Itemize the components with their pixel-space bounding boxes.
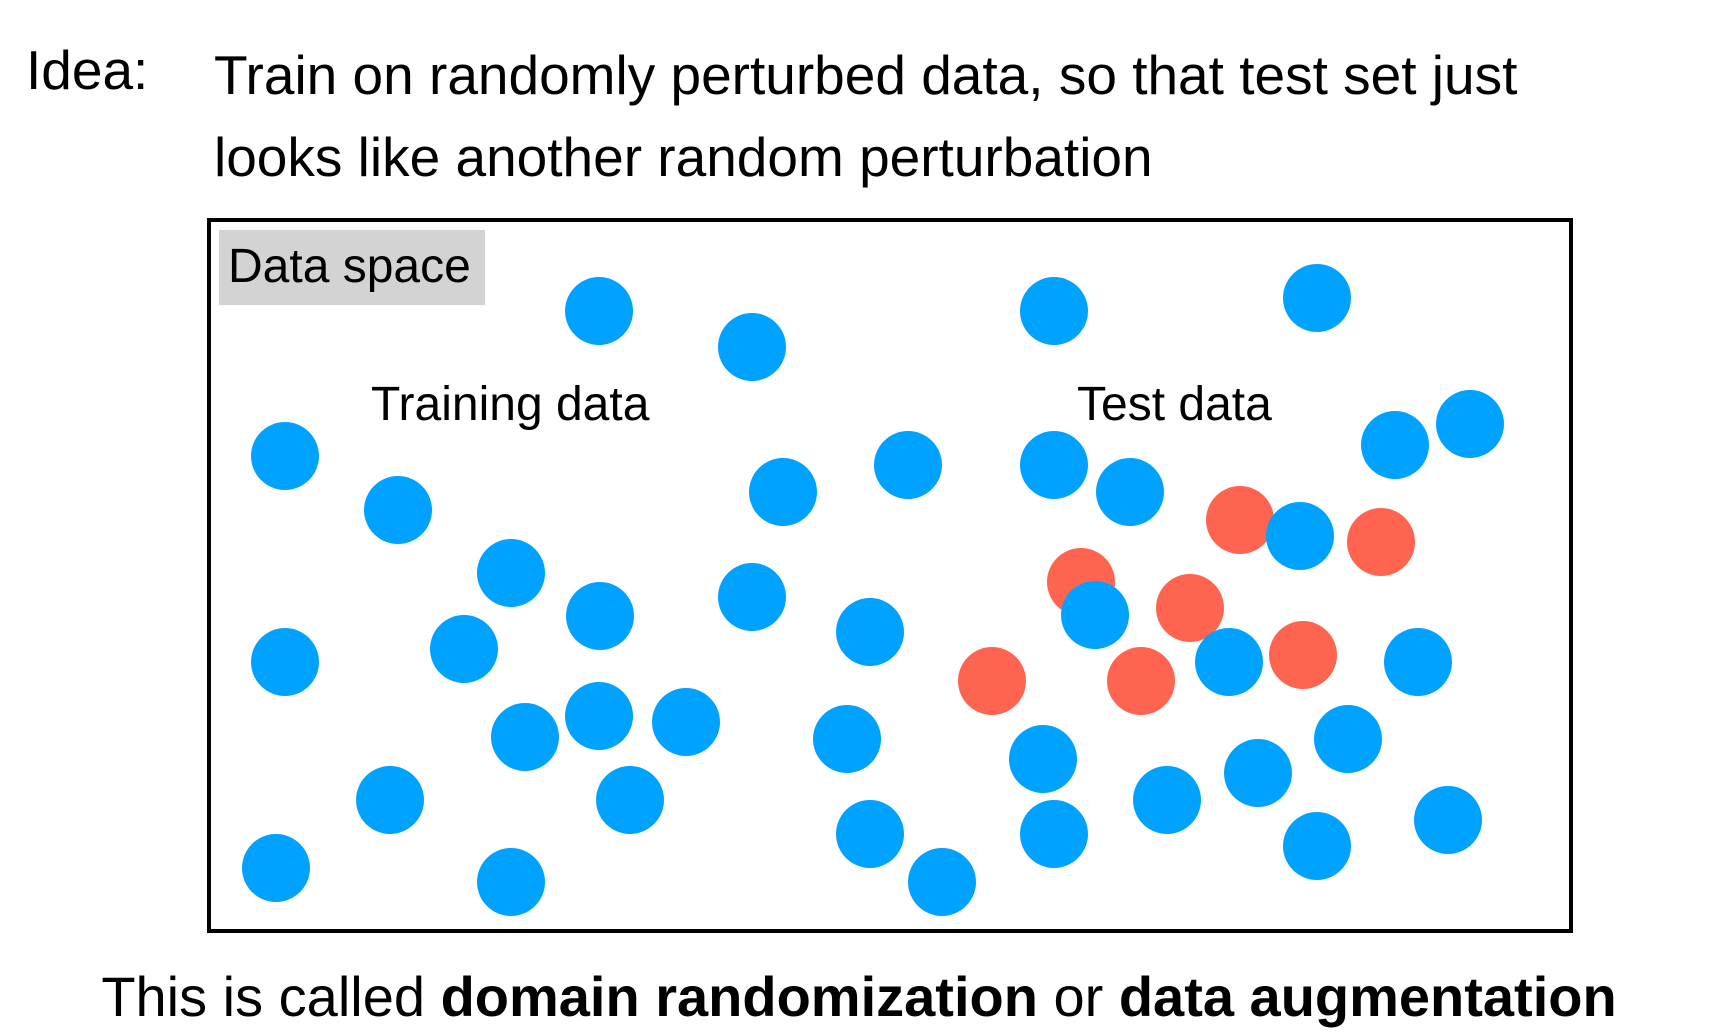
training-point (566, 582, 634, 650)
training-point (491, 703, 559, 771)
training-point (356, 766, 424, 834)
idea-line-2: looks like another random perturbation (214, 126, 1153, 188)
test-point (1156, 574, 1224, 642)
data-space-label-background (219, 230, 485, 305)
training-point (242, 834, 310, 902)
test-point (1269, 621, 1337, 689)
training-point (1224, 739, 1292, 807)
training-point (1414, 786, 1482, 854)
training-point (1384, 628, 1452, 696)
training-point (1195, 628, 1263, 696)
training-point (364, 476, 432, 544)
idea-text: Train on randomly perturbed data, so tha… (214, 34, 1517, 198)
caption-middle: or (1037, 965, 1119, 1028)
caption: This is called domain randomization or d… (0, 962, 1718, 1032)
test-points (958, 486, 1415, 715)
training-point (1436, 390, 1504, 458)
test-data-label: Test data (1077, 378, 1272, 431)
training-point (1096, 458, 1164, 526)
training-point (1020, 277, 1088, 345)
training-point (251, 422, 319, 490)
test-point (958, 647, 1026, 715)
caption-term-domain-randomization: domain randomization (440, 965, 1038, 1028)
caption-term-data-augmentation: data augmentation (1118, 965, 1617, 1028)
training-point (596, 766, 664, 834)
data-space-box (207, 218, 1573, 933)
training-data-label: Training data (371, 378, 650, 431)
training-point (1283, 812, 1351, 880)
training-points (242, 264, 1504, 916)
training-point (836, 598, 904, 666)
training-point (1020, 431, 1088, 499)
training-point (565, 682, 633, 750)
training-point (1009, 725, 1077, 793)
training-point (813, 705, 881, 773)
caption-prefix: This is called (101, 965, 441, 1028)
training-point (1133, 766, 1201, 834)
training-point (652, 688, 720, 756)
training-point (477, 539, 545, 607)
training-point (908, 848, 976, 916)
training-point (718, 313, 786, 381)
training-point (1361, 411, 1429, 479)
test-point (1107, 647, 1175, 715)
training-point (477, 848, 545, 916)
training-point (1020, 800, 1088, 868)
training-point (718, 563, 786, 631)
training-point (1061, 581, 1129, 649)
training-point (1266, 502, 1334, 570)
training-point (1314, 705, 1382, 773)
training-point (430, 615, 498, 683)
idea-line-1: Train on randomly perturbed data, so tha… (214, 44, 1518, 106)
test-point (1347, 508, 1415, 576)
training-point (874, 431, 942, 499)
training-point (836, 800, 904, 868)
training-point (565, 277, 633, 345)
training-point (251, 628, 319, 696)
training-point (1283, 264, 1351, 332)
training-point (749, 458, 817, 526)
idea-label: Idea: (26, 39, 149, 101)
data-space-label: Data space (228, 240, 471, 293)
test-point (1206, 486, 1274, 554)
